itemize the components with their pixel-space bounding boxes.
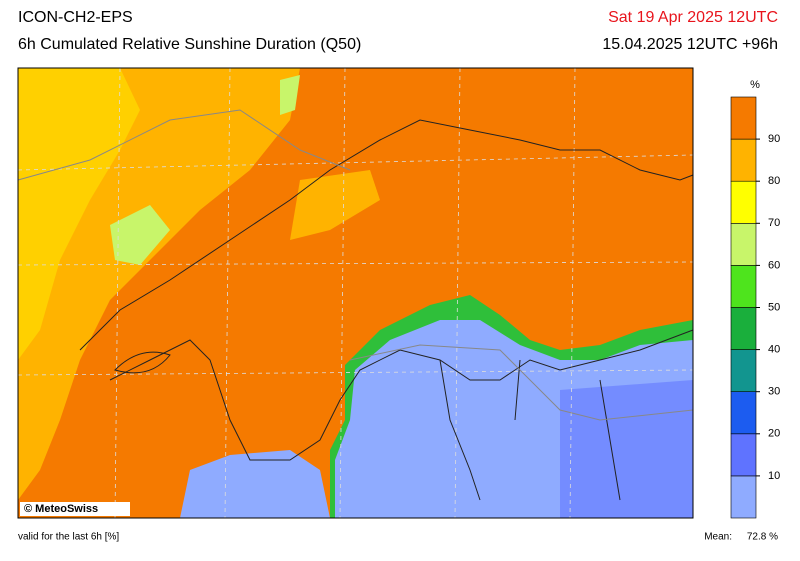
run-info: 15.04.2025 12UTC +96h <box>602 36 778 53</box>
colorbar-tick-label: 20 <box>768 428 780 440</box>
borders <box>79 119 694 501</box>
field-area <box>280 75 300 115</box>
map-frame <box>17 67 694 519</box>
map: © MeteoSwiss <box>17 67 694 519</box>
colorbar-tick-label: 80 <box>768 175 780 187</box>
field-area <box>110 205 170 265</box>
colorbar-tick-label: 90 <box>768 133 780 145</box>
colorbar-band <box>730 96 757 140</box>
subtitle: 6h Cumulated Relative Sunshine Duration … <box>18 36 361 53</box>
footer-note: valid for the last 6h [%] <box>18 532 119 543</box>
colorbar-tick-label: 30 <box>768 386 780 398</box>
colorbar-band <box>730 433 757 477</box>
colorbar-band <box>730 265 757 308</box>
colorbar-tick-label: 40 <box>768 344 780 356</box>
colorbar-band <box>730 349 757 393</box>
copyright: © MeteoSwiss <box>24 503 98 515</box>
valid-date: Sat 19 Apr 2025 12UTC <box>608 9 778 26</box>
colorbar-tick-label: 50 <box>768 301 780 313</box>
colorbar-tick-label: 70 <box>768 217 780 229</box>
colorbar-unit: % <box>750 79 760 91</box>
colorbar-tick-label: 60 <box>768 259 780 271</box>
colorbar: 10 20 30 40 50 60 70 80 90 <box>730 96 780 519</box>
graticule <box>17 67 694 519</box>
colorbar-band <box>730 138 757 182</box>
field-area <box>18 68 140 360</box>
title: ICON-CH2-EPS <box>18 9 133 26</box>
field-area <box>290 170 380 240</box>
field-area <box>180 450 330 518</box>
mean-label: Mean: <box>704 532 732 543</box>
colorbar-tick-label: 10 <box>768 470 780 482</box>
colorbar-band <box>730 180 757 224</box>
field-area <box>560 380 693 518</box>
mean-value: 72.8 % <box>747 532 778 543</box>
colorbar-band <box>730 307 757 350</box>
rivers <box>17 109 694 421</box>
colorbar-band <box>730 475 757 519</box>
colorbar-band <box>730 223 757 266</box>
colorbar-band <box>730 391 757 435</box>
copyright-box <box>20 502 130 516</box>
